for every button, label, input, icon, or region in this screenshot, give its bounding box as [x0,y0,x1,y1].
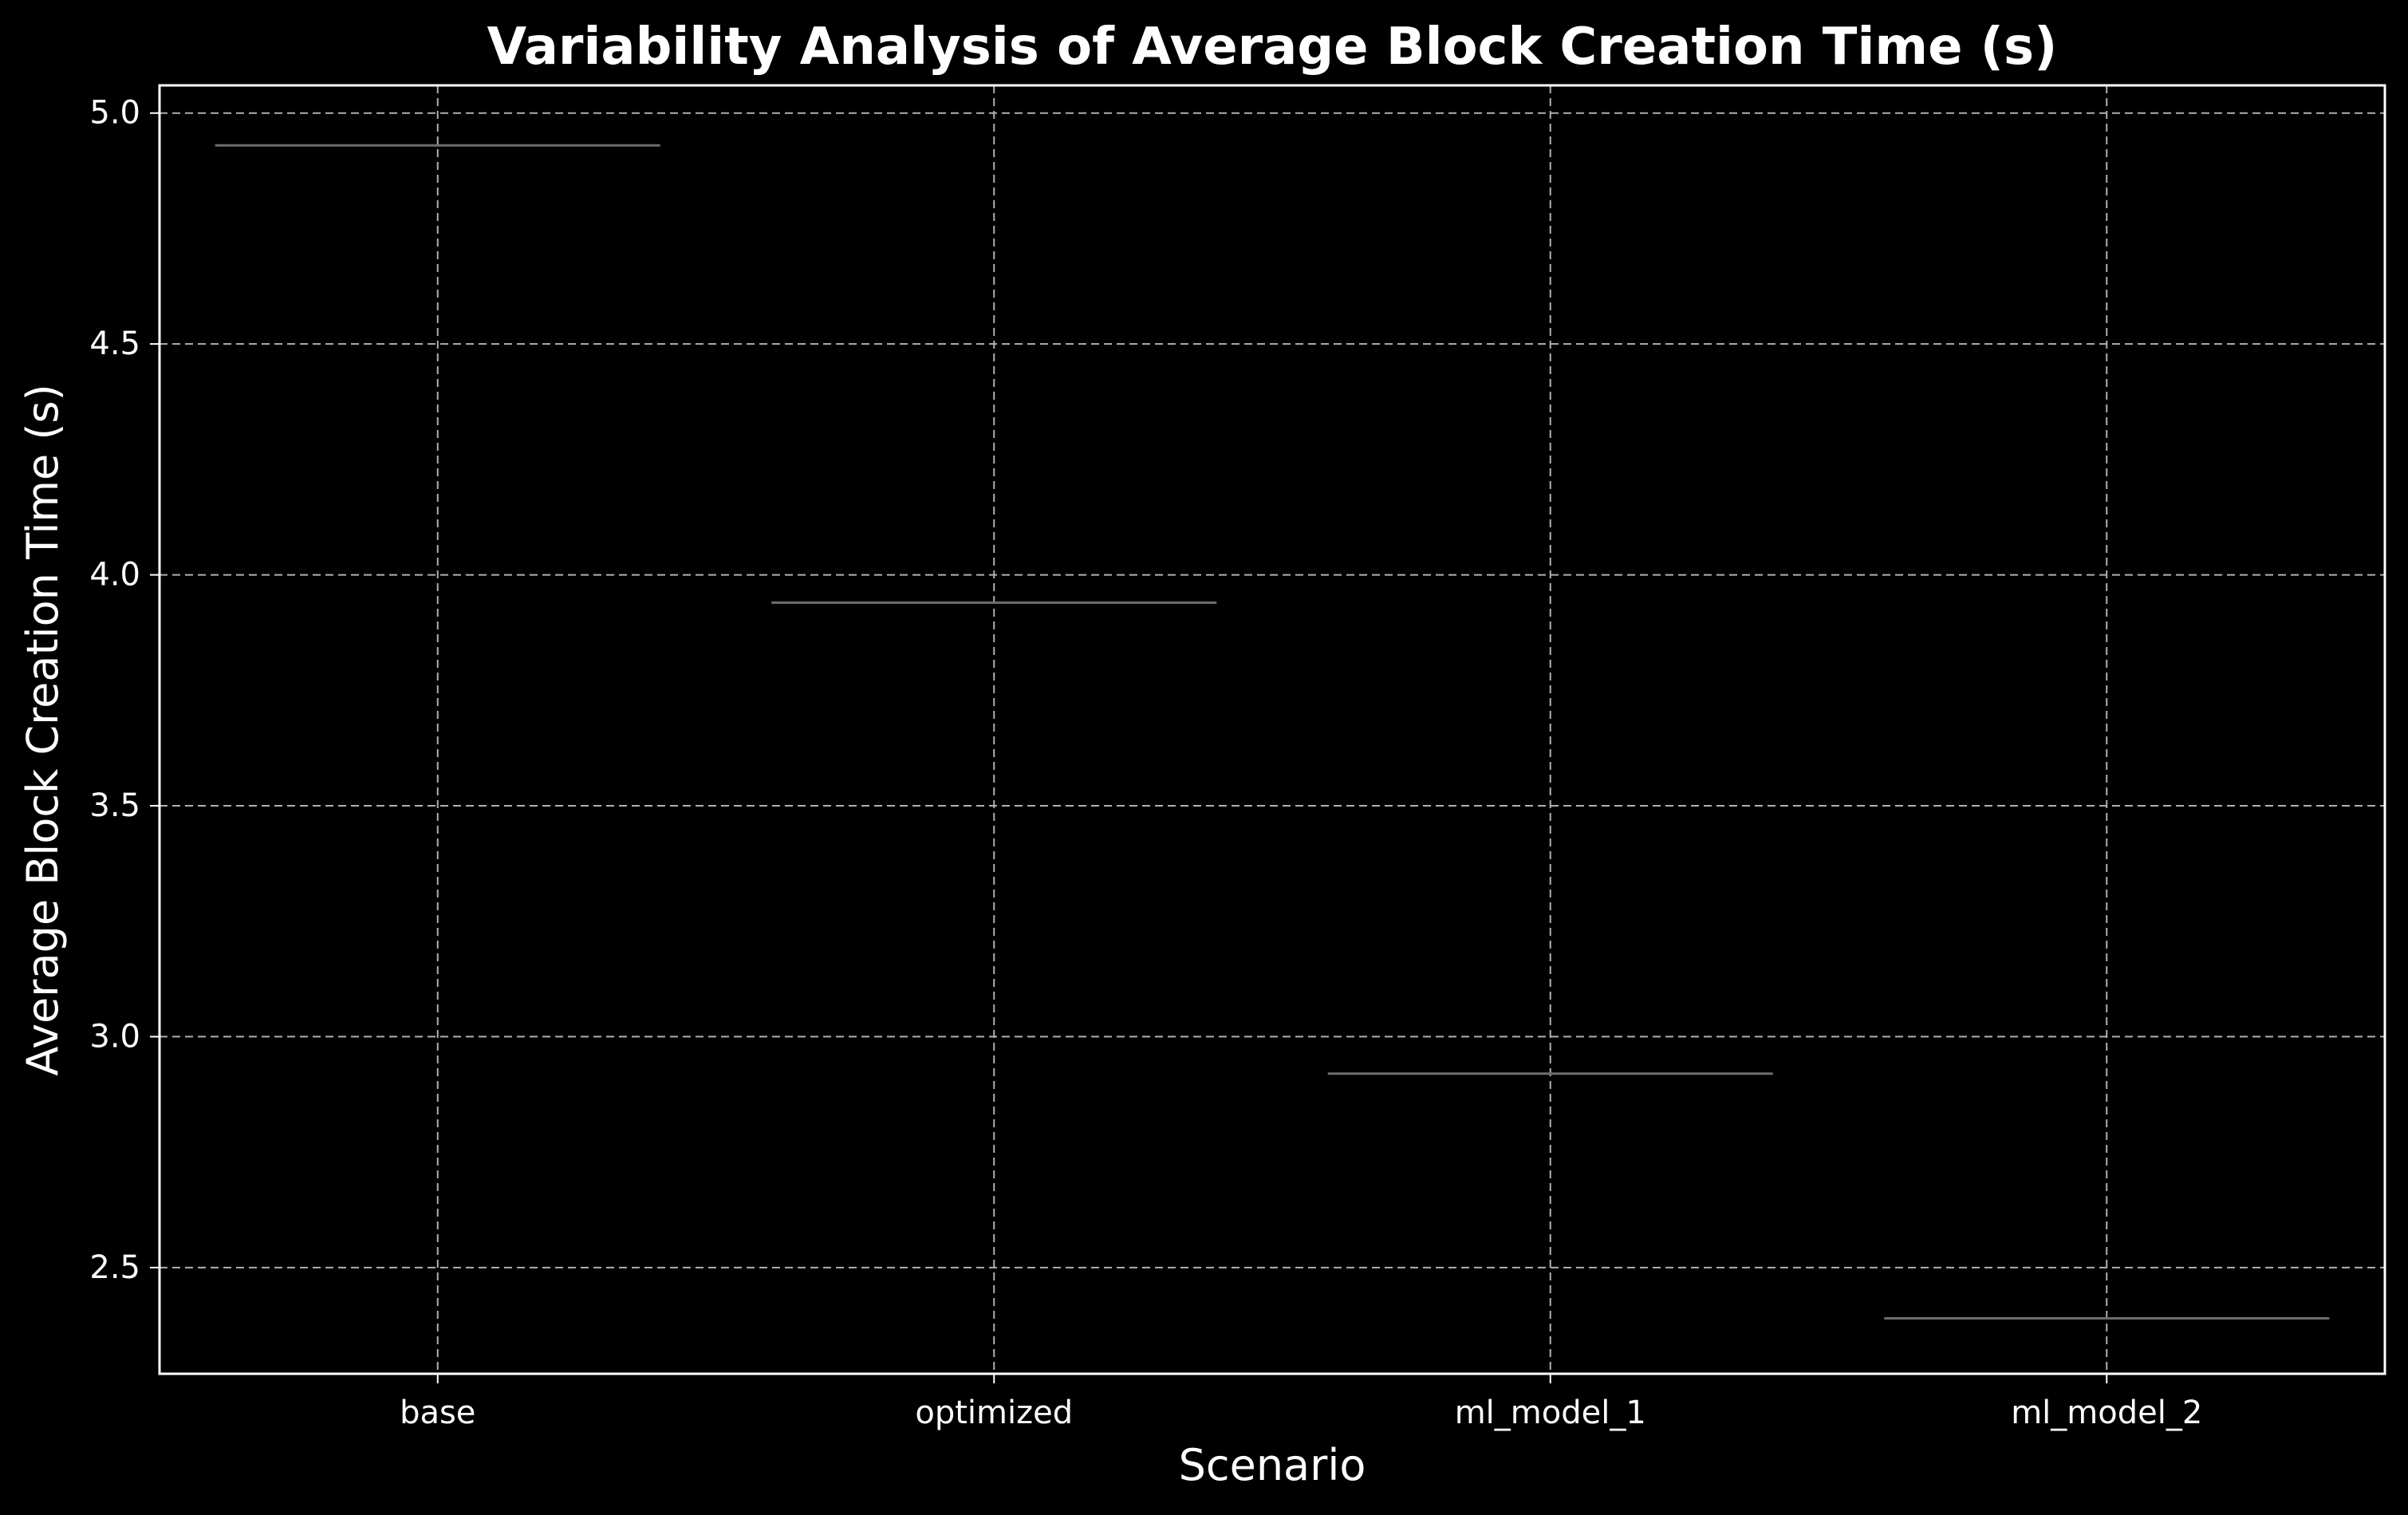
y-tick-label: 3.5 [89,787,140,824]
x-axis-title: Scenario [1179,1440,1366,1490]
x-tick-label: optimized [915,1395,1073,1431]
y-tick-label: 5.0 [89,95,140,132]
x-tick-label: ml_model_2 [2011,1395,2202,1431]
chart-title: Variability Analysis of Average Block Cr… [487,18,2058,77]
y-axis-ticks: 2.5 3.0 3.5 4.0 4.5 5.0 [89,95,160,1286]
y-tick-label: 4.5 [89,325,140,362]
y-tick-label: 4.0 [89,557,140,594]
y-tick-label: 2.5 [89,1249,140,1286]
box-medians [215,144,2330,1320]
y-tick-label: 3.0 [89,1018,140,1055]
x-axis-ticks: base optimized ml_model_1 ml_model_2 [400,1374,2202,1431]
x-tick-label: base [400,1395,475,1431]
plot-frame [158,84,2386,1375]
x-tick-label: ml_model_1 [1455,1395,1646,1431]
y-axis-title: Average Block Creation Time (s) [18,384,68,1075]
grid-lines [160,85,2385,1374]
